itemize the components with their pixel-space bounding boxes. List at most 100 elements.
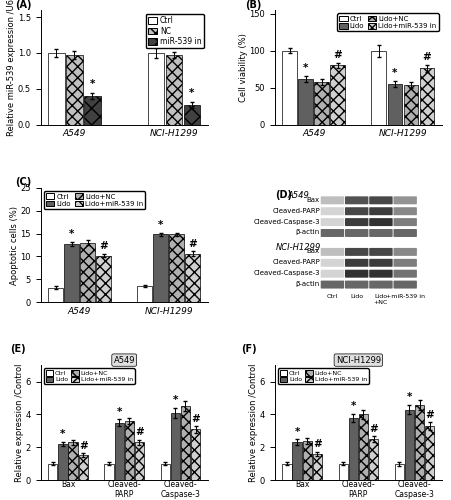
FancyBboxPatch shape (369, 218, 393, 226)
Bar (339, 464, 348, 480)
Bar (395, 464, 404, 480)
FancyBboxPatch shape (345, 229, 368, 237)
FancyBboxPatch shape (369, 248, 393, 256)
Legend: Ctrl, Lido, Lido+NC, Lido+miR-539 in: Ctrl, Lido, Lido+NC, Lido+miR-539 in (278, 368, 369, 384)
FancyBboxPatch shape (345, 280, 368, 288)
Bar (419, 68, 434, 124)
Bar (66, 55, 83, 124)
Legend: Ctrl, Lido, Lido+NC, Lido+miR-539 in: Ctrl, Lido, Lido+NC, Lido+miR-539 in (44, 191, 145, 209)
Bar (359, 414, 368, 480)
Y-axis label: Relative expression /Control: Relative expression /Control (15, 364, 24, 482)
Text: *: * (407, 392, 412, 402)
FancyBboxPatch shape (369, 196, 393, 204)
Text: NCI-H1299: NCI-H1299 (276, 243, 321, 252)
Bar (69, 442, 78, 480)
FancyBboxPatch shape (345, 259, 368, 267)
FancyBboxPatch shape (321, 218, 344, 226)
Bar (135, 442, 144, 480)
Text: Lido: Lido (350, 294, 363, 300)
FancyBboxPatch shape (321, 196, 344, 204)
FancyBboxPatch shape (369, 229, 393, 237)
FancyBboxPatch shape (393, 280, 417, 288)
Y-axis label: Apoptotic cells (%): Apoptotic cells (%) (10, 206, 19, 284)
Text: Cleaved-PARP: Cleaved-PARP (272, 259, 320, 265)
Text: #: # (189, 239, 197, 249)
Bar (282, 50, 297, 124)
Bar (185, 254, 200, 302)
FancyBboxPatch shape (393, 207, 417, 215)
Bar (48, 464, 57, 480)
Legend: Ctrl, Lido, Lido+NC, Lido+miR-539 in: Ctrl, Lido, Lido+NC, Lido+miR-539 in (337, 14, 438, 31)
Text: #: # (423, 52, 431, 62)
Bar (153, 234, 168, 302)
FancyBboxPatch shape (393, 229, 417, 237)
Text: *: * (60, 429, 66, 439)
Bar (405, 410, 414, 480)
FancyBboxPatch shape (321, 229, 344, 237)
Bar (314, 82, 329, 124)
Bar (349, 418, 358, 480)
Text: *: * (392, 68, 398, 78)
Text: *: * (189, 88, 195, 98)
Bar (78, 456, 88, 480)
Title: NCI-H1299: NCI-H1299 (336, 356, 381, 364)
Bar (84, 96, 101, 124)
Text: *: * (69, 230, 74, 239)
Title: A549: A549 (114, 356, 135, 364)
Bar (166, 55, 182, 124)
Text: #: # (425, 410, 434, 420)
Bar (138, 286, 152, 302)
FancyBboxPatch shape (321, 270, 344, 278)
Bar (191, 429, 200, 480)
Bar (48, 288, 63, 302)
Text: +miR-539 in: +miR-539 in (386, 294, 425, 300)
Bar (184, 106, 200, 124)
Bar (331, 66, 345, 124)
FancyBboxPatch shape (369, 280, 393, 288)
Text: #: # (99, 242, 108, 252)
FancyBboxPatch shape (321, 248, 344, 256)
Text: Bax: Bax (307, 196, 320, 202)
FancyBboxPatch shape (321, 280, 344, 288)
Bar (148, 53, 164, 125)
Bar (292, 442, 302, 480)
Text: β-actin: β-actin (296, 281, 320, 287)
FancyBboxPatch shape (369, 270, 393, 278)
Text: #: # (369, 424, 378, 434)
Bar (415, 404, 424, 480)
Text: #: # (79, 441, 87, 451)
Text: #: # (333, 50, 342, 59)
Bar (282, 464, 292, 480)
Y-axis label: Relative expression /Control: Relative expression /Control (249, 364, 258, 482)
FancyBboxPatch shape (321, 259, 344, 267)
Text: *: * (303, 63, 308, 73)
FancyBboxPatch shape (345, 248, 368, 256)
Y-axis label: Relative miR-539 expression /U6: Relative miR-539 expression /U6 (7, 0, 16, 136)
FancyBboxPatch shape (369, 207, 393, 215)
Bar (372, 50, 386, 124)
FancyBboxPatch shape (393, 196, 417, 204)
Bar (404, 86, 419, 124)
FancyBboxPatch shape (393, 218, 417, 226)
FancyBboxPatch shape (345, 207, 368, 215)
FancyBboxPatch shape (345, 218, 368, 226)
Bar (104, 464, 114, 480)
FancyBboxPatch shape (369, 259, 393, 267)
FancyBboxPatch shape (393, 259, 417, 267)
FancyBboxPatch shape (393, 270, 417, 278)
Bar (97, 256, 111, 302)
Bar (58, 444, 68, 480)
Bar (170, 413, 180, 480)
Bar (181, 406, 190, 480)
Text: *: * (295, 427, 300, 437)
Bar (299, 79, 313, 124)
FancyBboxPatch shape (345, 196, 368, 204)
Text: Lido
+NC: Lido +NC (374, 294, 388, 305)
Bar (425, 426, 434, 480)
Bar (369, 439, 378, 480)
Text: #: # (313, 440, 322, 450)
Bar (161, 464, 170, 480)
Text: (A): (A) (15, 0, 32, 10)
Y-axis label: Cell viability (%): Cell viability (%) (239, 33, 248, 102)
Text: *: * (158, 220, 163, 230)
